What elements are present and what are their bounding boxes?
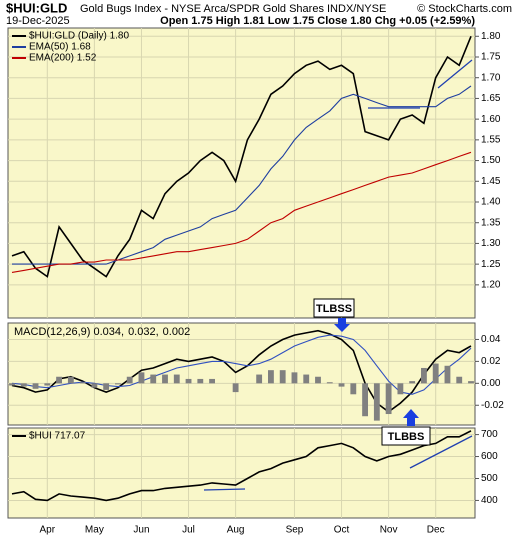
histogram-bar [397, 383, 404, 395]
histogram-bar [185, 378, 192, 384]
legend-label: 0.032, [128, 326, 159, 338]
histogram-bar [115, 383, 121, 385]
y-tick-label: 600 [481, 451, 498, 462]
histogram-bar [91, 383, 98, 388]
y-tick-label: 1.45 [481, 176, 501, 187]
series-line [11, 334, 472, 395]
histogram-bar [232, 383, 239, 393]
y-tick-label: 1.50 [481, 155, 501, 166]
plots: 1.20 1.25 1.30 1.35 1.40 1.45 1.50 1.55 1.60 1.65… [7, 27, 504, 536]
histogram-bar [373, 383, 380, 421]
panel [7, 322, 476, 426]
histogram-bar [138, 372, 145, 384]
x-tick-label: Oct [334, 525, 350, 536]
legend-label: 0.002 [163, 326, 191, 338]
trendline [203, 488, 246, 491]
histogram-bar [409, 381, 416, 384]
annotation-arrow [334, 318, 350, 332]
y-tick-label: 1.60 [481, 114, 501, 125]
legend-label: $HUI 717.07 [29, 431, 86, 442]
y-tick-label: 0.00 [481, 378, 501, 389]
series-line [11, 430, 472, 502]
histogram-bar [79, 382, 86, 384]
histogram-bar [279, 370, 286, 384]
histogram-bar [9, 383, 15, 386]
histogram-bar [44, 383, 51, 386]
histogram-bar [126, 376, 133, 384]
y-tick-label: 1.65 [481, 93, 501, 104]
x-tick-label: May [85, 525, 104, 536]
histogram-bar [303, 374, 310, 384]
x-tick-label: Dec [427, 525, 445, 536]
y-tick-label: 1.35 [481, 217, 501, 228]
histogram-bar [256, 374, 263, 384]
legend-label: EMA(200) 1.52 [29, 53, 97, 64]
histogram-bar [456, 376, 463, 384]
histogram-bar [468, 381, 474, 384]
histogram-bar [338, 383, 345, 387]
histogram-bar [362, 383, 368, 417]
histogram-bar [197, 378, 204, 384]
histogram-bar [162, 374, 168, 384]
x-tick-label: Sep [286, 525, 304, 536]
histogram-bar [103, 383, 110, 390]
histogram-bar [173, 374, 180, 384]
y-tick-label: 0.02 [481, 356, 501, 367]
histogram-bar [385, 383, 392, 415]
y-tick-label: -0.02 [481, 400, 504, 411]
x-tick-label: Jul [182, 525, 195, 536]
legend-label: $HUI:GLD (Daily) 1.80 [29, 31, 129, 42]
annotation-box [381, 426, 431, 446]
legend-label: MACD(12,26,9) 0.034, [14, 326, 124, 338]
histogram-bar [150, 374, 157, 384]
y-tick-label: 1.25 [481, 259, 501, 270]
annotation: TLBBS [388, 431, 425, 443]
y-tick-label: 1.75 [481, 52, 501, 63]
chart-subtitle: Gold Bugs Index - NYSE Arca/SPDR Gold Sh… [80, 3, 386, 15]
histogram-bar [67, 376, 74, 384]
y-tick-label: 500 [481, 473, 498, 484]
histogram-bar [315, 376, 321, 384]
y-tick-label: 1.70 [481, 72, 501, 83]
quote: Open 1.75 High 1.81 Low 1.75 Close 1.80 … [160, 15, 475, 27]
histogram-bar [432, 363, 439, 384]
date: 19-Dec-2025 [6, 15, 70, 27]
panel [7, 27, 476, 319]
source: © StockCharts.com [417, 3, 512, 15]
histogram-bar [209, 378, 215, 384]
trendline [409, 435, 473, 469]
y-tick-label: 1.20 [481, 279, 501, 290]
histogram-bar [444, 365, 451, 384]
trendline [437, 59, 473, 89]
histogram-bar [32, 383, 39, 389]
histogram-bar [326, 382, 333, 384]
histogram-bar [421, 367, 427, 384]
legend-label: EMA(50) 1.68 [29, 42, 91, 53]
series-line [12, 85, 472, 265]
annotation-arrow [403, 409, 419, 426]
y-tick-label: 1.40 [481, 197, 501, 208]
annotation-box [313, 298, 355, 318]
histogram-bar [268, 370, 274, 384]
y-tick-label: 1.30 [481, 238, 501, 249]
annotation: TLBSS [316, 303, 352, 315]
y-tick-label: 700 [481, 429, 498, 440]
histogram-bar [291, 372, 298, 384]
histogram-bar [56, 376, 62, 384]
histogram-bar [350, 383, 357, 395]
y-tick-label: 1.55 [481, 134, 501, 145]
x-tick-label: Nov [380, 525, 398, 536]
series-line [11, 329, 472, 413]
x-tick-label: Aug [227, 525, 245, 536]
series-line [11, 151, 472, 273]
histogram-bar [20, 383, 27, 387]
x-tick-label: Apr [40, 525, 56, 536]
chart-title: $HUI:GLD [6, 0, 67, 15]
y-tick-label: 400 [481, 495, 498, 506]
x-tick-label: Jun [133, 525, 149, 536]
y-tick-label: 1.80 [481, 31, 501, 42]
y-tick-label: 0.04 [481, 334, 501, 345]
